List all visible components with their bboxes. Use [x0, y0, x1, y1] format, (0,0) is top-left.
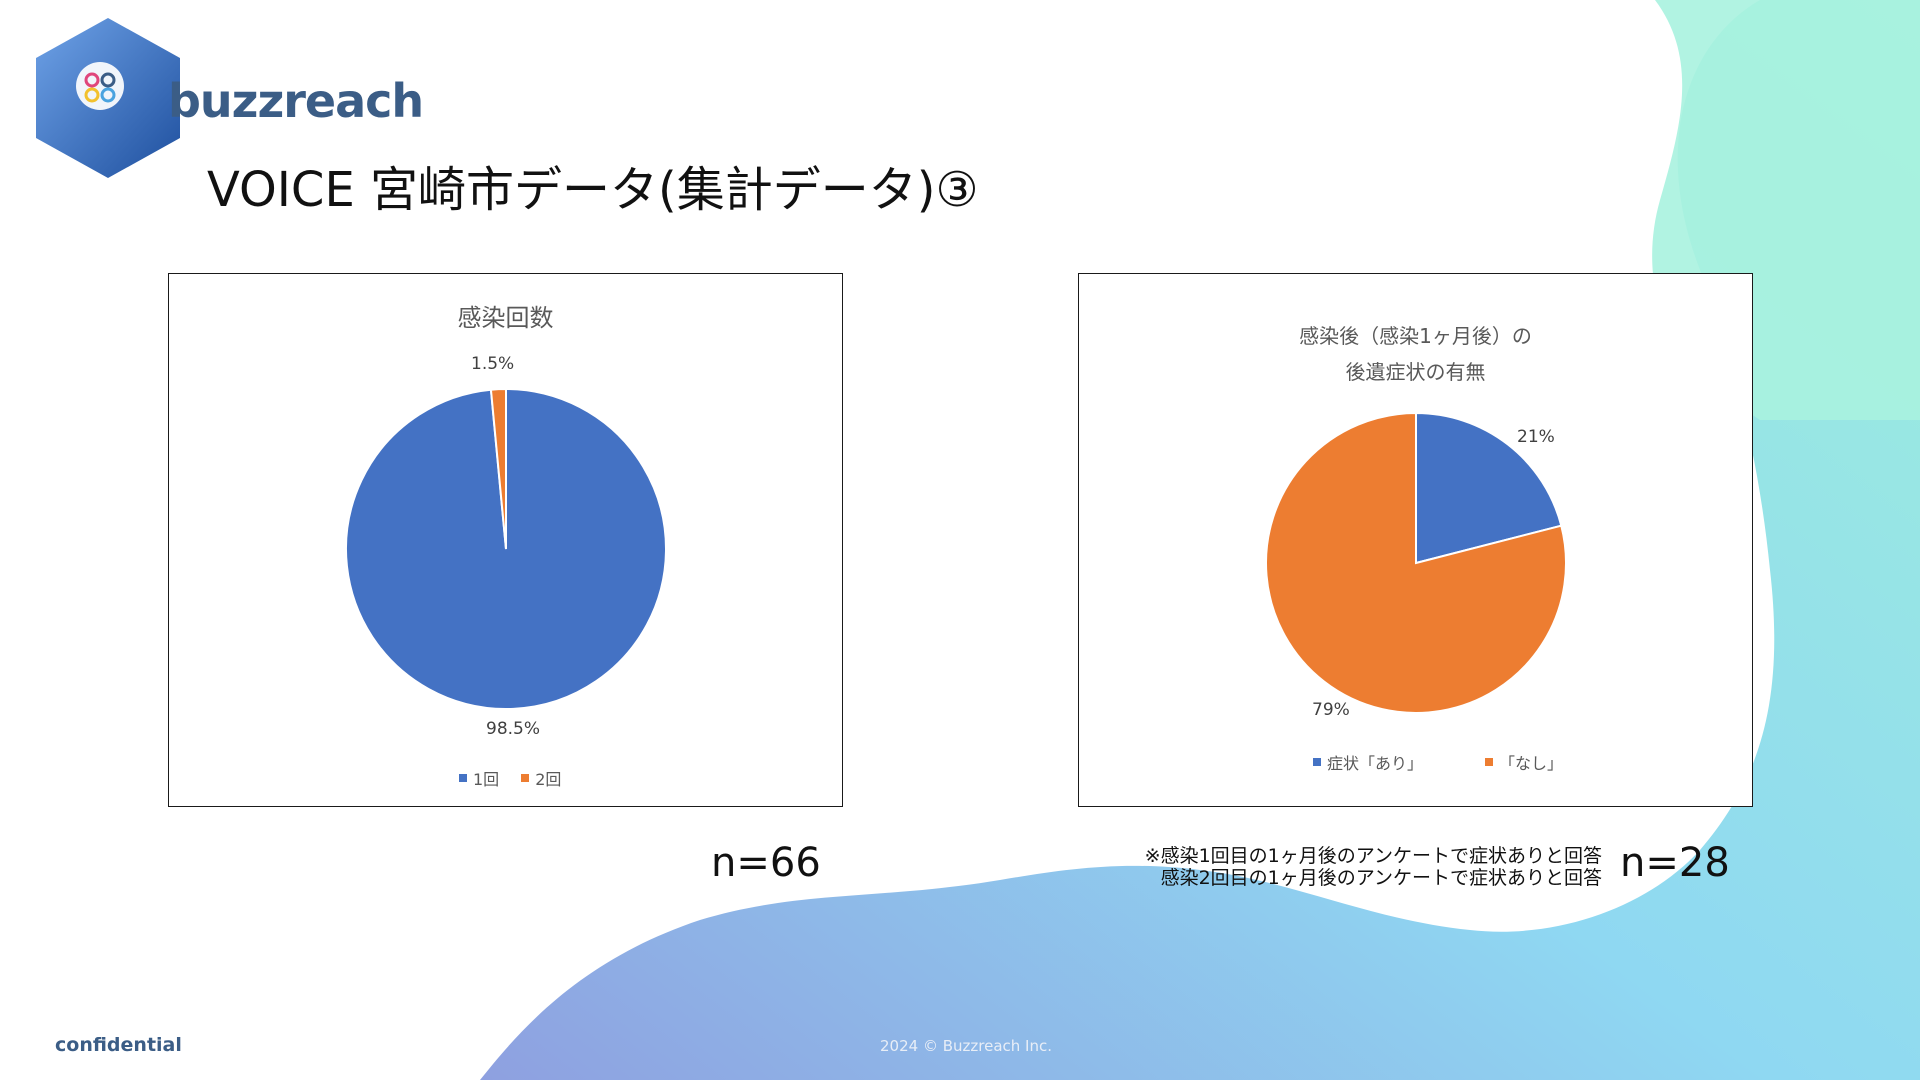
legend-item: 「なし」 [1485, 750, 1563, 774]
legend-swatch [1485, 758, 1494, 766]
chart-infection-count: 感染回数 1.5% 98.5% 1回 2回 [168, 273, 843, 807]
chart-title-line2: 後遺症状の有無 [1345, 360, 1486, 384]
legend-label: 症状「あり」 [1327, 754, 1424, 773]
data-label-1kai: 98.5% [486, 719, 541, 739]
hexagon-logo-icon [36, 18, 180, 178]
legend-label: 1回 [473, 770, 500, 789]
footnote: ※感染1回目の1ヶ月後のアンケートで症状ありと回答 感染2回目の1ヶ月後のアンケ… [1090, 845, 1602, 889]
brand-logo: buzzreach [30, 16, 424, 181]
pie-slice-2 [1265, 411, 1567, 714]
legend-label: 「なし」 [1499, 754, 1564, 773]
data-label-2kai: 1.5% [471, 354, 515, 374]
legend-swatch [459, 774, 467, 782]
data-label-ari: 21% [1517, 427, 1555, 447]
footer-confidential: confidential [55, 1034, 182, 1056]
chart-legend: 1回 2回 [459, 766, 561, 790]
footnote-line2: 感染2回目の1ヶ月後のアンケートで症状ありと回答 [1160, 867, 1602, 889]
sample-size-right: n=28 [1620, 840, 1730, 886]
pie-slice-1 [1415, 411, 1563, 565]
data-label-nashi: 79% [1312, 700, 1350, 720]
sample-size-left: n=66 [711, 840, 821, 886]
pie-svg [1265, 411, 1567, 714]
chart-title: 感染回数 [457, 304, 554, 332]
legend-label: 2回 [535, 770, 562, 789]
legend-item: 1回 [459, 766, 499, 790]
chart-title-line1: 感染後（感染1ヶ月後）の [1299, 324, 1532, 348]
brand-name: buzzreach [168, 74, 424, 128]
legend-item: 2回 [521, 766, 561, 790]
footnote-line1: ※感染1回目の1ヶ月後のアンケートで症状ありと回答 [1144, 845, 1602, 867]
footer-copyright: 2024 © Buzzreach Inc. [880, 1037, 1052, 1055]
chart-after-effects: 感染後（感染1ヶ月後）の 後遺症状の有無 21% 79% 症状「あり」 「なし」 [1078, 273, 1753, 807]
pie-svg [345, 387, 667, 710]
legend-item: 症状「あり」 [1313, 750, 1423, 774]
legend-swatch [1313, 758, 1321, 766]
slide-title: VOICE 宮崎市データ(集計データ)③ [207, 162, 979, 218]
legend-swatch [521, 774, 530, 782]
pie-slice-2 [489, 387, 507, 550]
chart-legend: 症状「あり」 「なし」 [1313, 750, 1563, 774]
